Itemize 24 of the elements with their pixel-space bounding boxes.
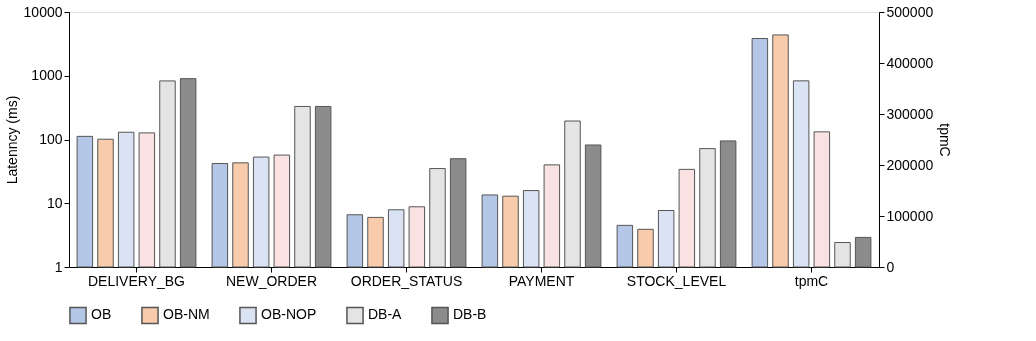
x-tick-label: DELIVERY_BG [87,272,186,289]
y2-tick-label: 100000 [886,207,934,224]
y-tick-label: 1 [54,258,63,275]
legend-label: OB-NOP [261,306,317,323]
legend-label: OB [91,306,112,323]
y2-tick-label: 500000 [886,3,934,20]
x-tick-label: ORDER_STATUS [350,272,463,289]
legend-label: OB-NM [163,306,210,323]
x-tick-label: PAYMENT [508,272,575,289]
y-tick-label: 1000 [31,67,63,84]
legend-label: DB-B [453,306,487,323]
y-tick-label: 100 [39,131,63,147]
y-tick-label: 10 [46,194,63,211]
legend-label: DB-A [368,306,403,323]
y-axis-title: Latenncy (ms) [3,95,20,185]
y2-tick-label: 400000 [886,54,934,71]
x-tick-label: STOCK_LEVEL [626,272,727,289]
y2-axis-title: tpmC [937,123,954,157]
y2-tick-label: 0 [886,258,895,275]
y-tick-label: 10000 [23,3,63,20]
x-tick-label: NEW_ORDER [225,272,318,289]
y2-tick-label: 200000 [886,156,934,173]
x-tick-label: tpmC [794,272,829,289]
y2-tick-label: 300000 [886,105,934,122]
